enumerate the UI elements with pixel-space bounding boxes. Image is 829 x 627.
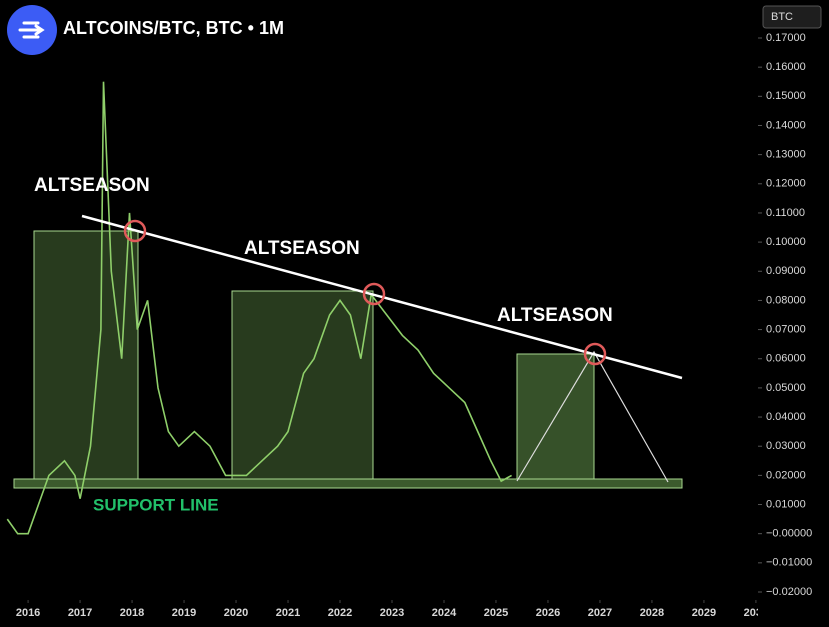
chart-title: ALTCOINS/BTC, BTC • 1M (63, 18, 284, 38)
y-tick-label: 0.04000 (766, 411, 806, 423)
y-tick-label: 0.07000 (766, 323, 806, 335)
y-tick-label: 0.12000 (766, 178, 806, 190)
x-tick-label: 2026 (536, 607, 560, 619)
y-tick-label: 0.16000 (766, 61, 806, 73)
trend-line (81, 214, 683, 380)
y-tick-label: 0.11000 (766, 207, 805, 219)
x-tick-label: 2021 (276, 607, 300, 619)
x-tick-label: 2018 (120, 607, 144, 619)
x-tick-label: 2022 (328, 607, 352, 619)
currency-button[interactable] (762, 5, 822, 29)
currency-label: BTC (771, 11, 793, 23)
annotation: ALTSEASON (34, 175, 150, 196)
logo-glyph (18, 21, 45, 39)
support-label: SUPPORT LINE (93, 495, 219, 514)
y-tick-label: 0.13000 (766, 149, 806, 161)
x-tick-label: 2020 (224, 607, 248, 619)
touch-circle (123, 219, 147, 243)
y-tick-label: 0.08000 (766, 294, 806, 306)
y-tick-label: 0.10000 (766, 236, 806, 248)
x-tick-label: 2027 (588, 607, 612, 619)
y-tick-label: −0.00000 (766, 528, 812, 540)
projection (516, 350, 669, 483)
y-tick-label: 0.06000 (766, 353, 806, 365)
x-tick-label: 2028 (640, 607, 664, 619)
touch-circle (362, 282, 386, 306)
y-tick-label: 0.15000 (766, 90, 806, 102)
plot-area: ALTSEASON ALTSEASON ALTSEASON SUPPORT LI… (6, 5, 768, 619)
x-tick-label: 2030 (744, 607, 768, 619)
y-tick-label: 0.17000 (766, 32, 806, 44)
y-tick-label: −0.02000 (766, 586, 812, 598)
annotation: ALTSEASON (497, 305, 613, 326)
y-tick-label: 0.05000 (766, 382, 806, 394)
box (231, 290, 374, 480)
y-tick-label: 0.09000 (766, 265, 806, 277)
x-tick-label: 2017 (68, 607, 92, 619)
x-tick-label: 2016 (16, 607, 40, 619)
price-line (6, 81, 512, 535)
annotation: ALTSEASON (244, 238, 360, 259)
y-tick-label: −0.01000 (766, 557, 812, 569)
x-tick-label: 2025 (484, 607, 508, 619)
y-tick-label: 0.14000 (766, 119, 806, 131)
y-tick-label: 0.02000 (766, 469, 806, 481)
support-band (13, 478, 683, 489)
touch-circle (583, 342, 607, 366)
x-tick-label: 2029 (692, 607, 716, 619)
x-tick-label: 2019 (172, 607, 196, 619)
y-tick-label: 0.01000 (766, 498, 806, 510)
y-tick-label: 0.03000 (766, 440, 806, 452)
x-tick-label: 2024 (432, 607, 457, 619)
x-tick-label: 2023 (380, 607, 404, 619)
